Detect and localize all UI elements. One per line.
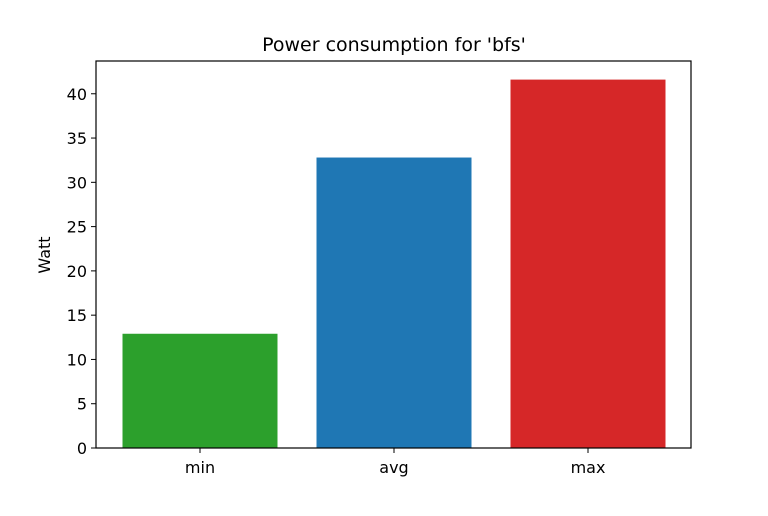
x-tick-label-max: max: [571, 458, 606, 477]
y-tick-label-20: 20: [67, 262, 87, 281]
x-tick-label-min: min: [185, 458, 215, 477]
axes-frame: [95, 60, 692, 449]
x-tick-label-avg: avg: [379, 458, 408, 477]
y-axis-label: Watt: [35, 236, 54, 273]
y-tick-label-35: 35: [67, 129, 87, 148]
y-tick-label-10: 10: [67, 350, 87, 369]
y-tick-label-0: 0: [77, 439, 87, 458]
y-tick-label-30: 30: [67, 173, 87, 192]
y-tick-label-5: 5: [77, 395, 87, 414]
y-tick-label-25: 25: [67, 218, 87, 237]
bar-min: [122, 333, 278, 448]
plot-area: min avg max 0 5 10 15 20 25 30 35 40: [67, 60, 692, 477]
chart-title: Power consumption for 'bfs': [262, 34, 526, 56]
bar-max: [510, 79, 666, 448]
bar-avg: [316, 157, 472, 448]
y-tick-label-15: 15: [67, 306, 87, 325]
y-tick-label-40: 40: [67, 85, 87, 104]
